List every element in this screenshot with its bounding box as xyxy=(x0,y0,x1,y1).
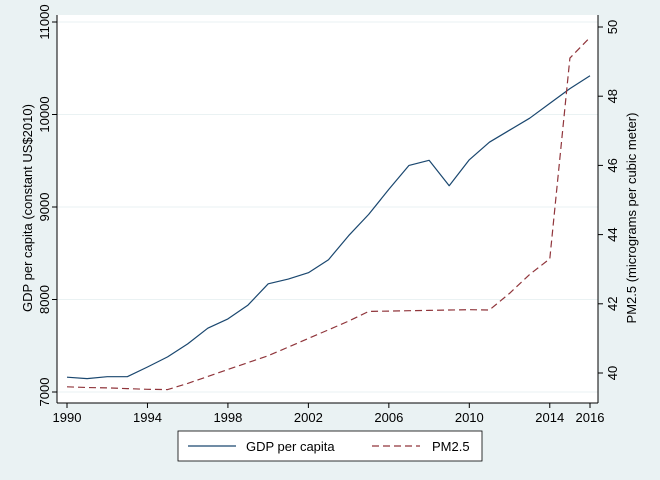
x-tick-label-1994: 1994 xyxy=(133,410,162,425)
y-axis-title-right: PM2.5 (micrograms per cubic meter) xyxy=(624,113,639,324)
legend: GDP per capita PM2.5 xyxy=(177,430,483,462)
y-right-tick-label-48: 48 xyxy=(605,89,620,103)
x-tick-label-2006: 2006 xyxy=(374,410,403,425)
legend-label-gdp: GDP per capita xyxy=(246,439,335,454)
series-line-gdp-per-capita xyxy=(66,75,591,380)
y-left-tick-label-8000: 8000 xyxy=(37,285,52,314)
x-tick-label-2010: 2010 xyxy=(455,410,484,425)
y-left-tick-label-10000: 10000 xyxy=(37,96,52,132)
x-tick-label-2002: 2002 xyxy=(294,410,323,425)
gridlines xyxy=(57,21,598,393)
legend-label-pm25: PM2.5 xyxy=(432,439,470,454)
y-right-tick-label-44: 44 xyxy=(605,227,620,241)
y-right-tick-label-42: 42 xyxy=(605,297,620,311)
y-right-tick-label-46: 46 xyxy=(605,158,620,172)
y-right-tick-label-40: 40 xyxy=(605,366,620,380)
y-left-tick-label-11000: 11000 xyxy=(37,4,52,39)
y-left-tick-label-9000: 9000 xyxy=(37,193,52,222)
tick-labels: 1990 1994 1998 2002 2006 2010 2014 2016 7000 8000… xyxy=(37,4,620,425)
series-layer xyxy=(66,36,591,391)
x-tick-label-1998: 1998 xyxy=(213,410,242,425)
x-tick-label-2014: 2014 xyxy=(535,410,564,425)
axes xyxy=(52,15,603,408)
y-axis-title-left: GDP per capita (constant US$2010) xyxy=(20,104,35,312)
x-tick-label-1990: 1990 xyxy=(53,410,82,425)
y-left-tick-label-7000: 7000 xyxy=(37,378,52,407)
series-line-pm25 xyxy=(66,36,591,391)
x-tick-label-2016: 2016 xyxy=(576,410,605,425)
plot-area xyxy=(57,15,598,403)
y-right-tick-label-50: 50 xyxy=(605,20,620,34)
